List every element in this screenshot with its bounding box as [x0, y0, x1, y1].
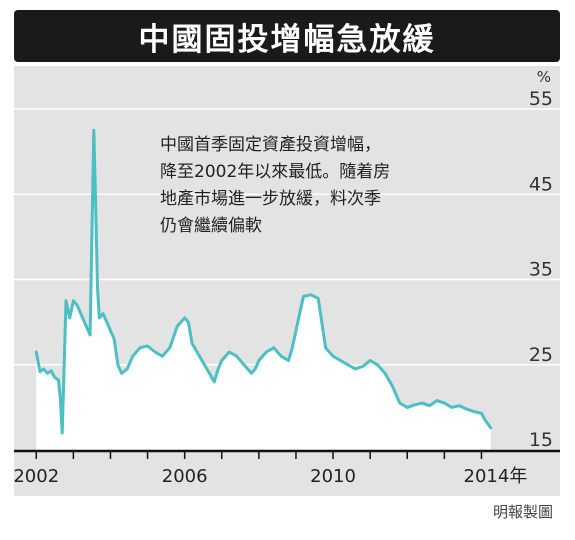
x-tick-label: 2002 [13, 466, 59, 487]
annotation-line: 降至2002年以來最低。隨着房 [160, 162, 391, 182]
y-tick-label: 25 [529, 344, 553, 366]
x-tick-label: 2014年 [464, 466, 528, 487]
series-line [34, 128, 493, 435]
y-tick-label: 15 [529, 429, 553, 451]
annotation-line: 地產市場進一步放緩，料次季 [160, 189, 381, 209]
y-tick-label: 45 [529, 173, 553, 195]
series-area [36, 130, 491, 451]
annotation-line: 中國首季固定資產投資增幅， [160, 135, 381, 155]
x-tick-label: 2006 [162, 466, 208, 487]
x-tick-label: 2010 [310, 466, 356, 487]
annotation-box: 中國首季固定資產投資增幅， 降至2002年以來最低。隨着房 地產市場進一步放緩，… [160, 132, 470, 240]
chart-title: 中國固投增幅急放緩 [138, 21, 436, 58]
y-tick-label: 35 [529, 259, 553, 281]
y-axis-unit-label: % [537, 68, 551, 86]
annotation-line: 仍會繼續偏軟 [160, 216, 262, 236]
credit-label: 明報製圖 [492, 503, 553, 521]
y-tick-label: 55 [529, 88, 553, 110]
title-bar: 中國固投增幅急放緩 [14, 10, 560, 62]
